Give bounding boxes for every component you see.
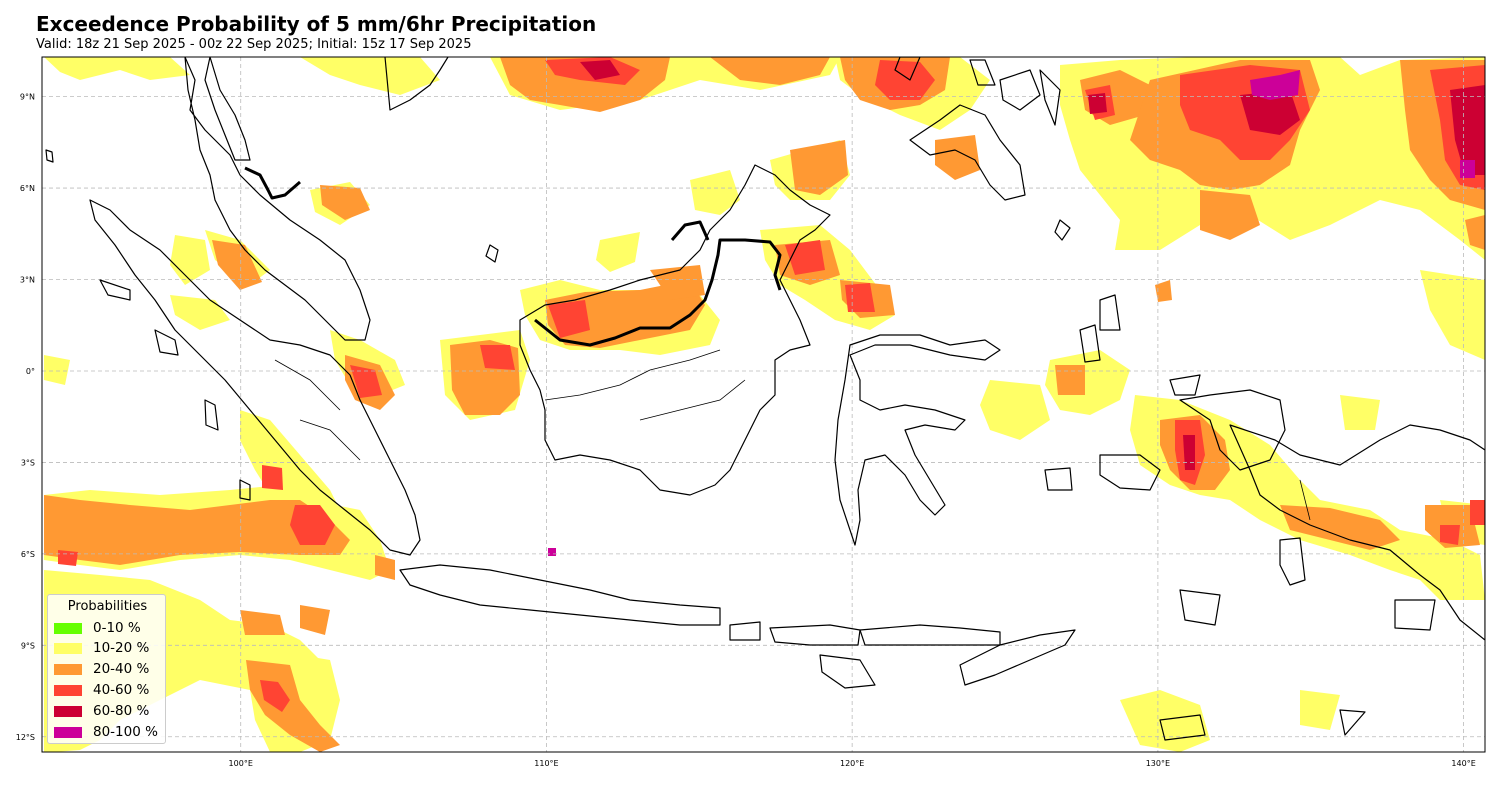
lat-tick-label: 0° — [26, 367, 35, 376]
lon-tick-label: 130°E — [1146, 759, 1170, 768]
lat-tick-label: 12°S — [16, 733, 35, 742]
border-borneo — [534, 238, 782, 347]
borders — [244, 166, 782, 347]
lon-tick-label: 100°E — [229, 759, 253, 768]
coast-timor — [959, 629, 1076, 686]
coast-new-guinea — [1229, 424, 1485, 641]
coast-mindanao — [909, 104, 1026, 201]
map-title: Exceedence Probability of 5 mm/6hr Preci… — [36, 12, 597, 36]
legend-label: 80-100 % — [93, 724, 158, 740]
map-frame — [41, 56, 1486, 753]
legend-item-80-100: 80-100 % — [54, 723, 158, 741]
prob-60-80-layer — [580, 60, 1485, 470]
lon-tick-label: 120°E — [840, 759, 864, 768]
lat-tick-label: 6°S — [21, 550, 35, 559]
coast-borneo — [519, 164, 831, 496]
prob-40-60-layer — [58, 57, 1485, 712]
lat-tick-labels: 9°N 6°N 3°N 0° 3°S 6°S 9°S 12°S — [16, 93, 35, 742]
legend-label: 20-40 % — [93, 661, 150, 677]
gridlines — [42, 57, 1485, 752]
lon-tick-labels: 100°E 110°E 120°E 130°E 140°E — [229, 759, 1476, 768]
legend-swatch — [54, 684, 82, 696]
legend-label: 10-20 % — [93, 640, 150, 656]
legend-label: 0-10 % — [93, 620, 141, 636]
legend-label: 60-80 % — [93, 703, 150, 719]
lat-tick-label: 9°S — [21, 641, 35, 650]
legend-item-10-20: 10-20 % — [54, 639, 149, 657]
province-borders — [274, 349, 1311, 521]
legend-title: Probabilities — [67, 599, 148, 614]
legend-item-0-10: 0-10 % — [54, 619, 141, 637]
coast-indochina — [204, 57, 251, 161]
coast-bali-lombok — [729, 621, 761, 641]
coast-malay-peninsula — [184, 57, 371, 341]
coast-java — [399, 564, 721, 626]
coastlines — [45, 57, 1485, 741]
legend-item-40-60: 40-60 % — [54, 681, 149, 699]
lat-tick-label: 3°S — [21, 458, 35, 467]
coast-sumatra — [89, 199, 421, 556]
lon-tick-label: 140°E — [1451, 759, 1475, 768]
legend-label: 40-60 % — [93, 682, 150, 698]
coast-sulawesi — [834, 334, 1001, 546]
map-area — [42, 57, 1485, 752]
legend-swatch — [54, 622, 82, 634]
legend: Probabilities 0-10 % 10-20 % 20-40 % 40-… — [47, 594, 166, 744]
precip-probability-field — [44, 57, 1485, 752]
legend-swatch — [54, 642, 82, 654]
legend-swatch — [54, 726, 82, 738]
lat-tick-label: 9°N — [20, 93, 35, 102]
lon-tick-label: 110°E — [534, 759, 558, 768]
lat-tick-label: 3°N — [20, 276, 35, 285]
legend-swatch — [54, 705, 82, 717]
legend-swatch — [54, 663, 82, 675]
legend-item-20-40: 20-40 % — [54, 660, 149, 678]
lat-tick-label: 6°N — [20, 184, 35, 193]
legend-item-60-80: 60-80 % — [54, 702, 149, 720]
map-subtitle: Valid: 18z 21 Sep 2025 - 00z 22 Sep 2025… — [36, 37, 472, 52]
